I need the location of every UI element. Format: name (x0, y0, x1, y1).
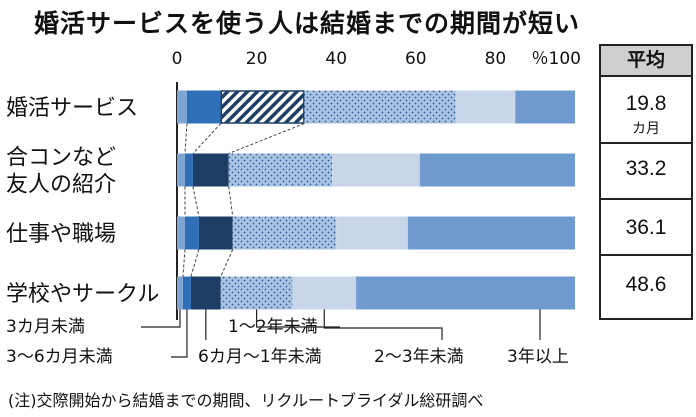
bar-segment (177, 90, 187, 124)
category-label: 仕事や職場 (6, 222, 116, 247)
connector-line (220, 249, 234, 277)
category-label: 友人の紹介 (6, 173, 116, 198)
bar-segment (184, 153, 193, 187)
average-value-4: 48.6 (625, 273, 667, 296)
bar-segment (177, 153, 185, 187)
bar-segment (177, 216, 185, 250)
footnote: (注)交際開始から結婚までの期間、リクルートブライダル総研調べ (8, 391, 484, 410)
legend-leader-line (323, 309, 443, 340)
bar-segment (292, 276, 357, 310)
bar-segment (220, 90, 305, 124)
bar-segment (190, 276, 221, 310)
connector-line (228, 123, 305, 154)
category-label: 婚活サービス (6, 96, 138, 121)
connector-line (190, 249, 200, 277)
legend-leader-line (141, 309, 181, 328)
bar-segment (455, 90, 516, 124)
average-header: 平均 (601, 46, 691, 77)
bar-segment (177, 276, 183, 310)
average-unit: カ月 (632, 121, 660, 137)
bar-segment (184, 216, 199, 250)
average-value-3: 36.1 (625, 216, 667, 239)
bar-segment (356, 276, 575, 310)
connector-line (192, 186, 200, 217)
bar-segment (182, 276, 191, 310)
average-value-1: 19.8 (625, 92, 667, 115)
chart-title: 婚活サービスを使う人は結婚までの期間が短い (34, 9, 581, 38)
legend-label: 2～3年未満 (374, 347, 464, 367)
bar-segment (336, 216, 408, 250)
connector-line (228, 186, 234, 217)
x-tick-label: 40 (325, 49, 347, 69)
bar-segment (186, 90, 221, 124)
x-tick-label: 0 (172, 49, 183, 69)
average-value-2: 33.2 (625, 157, 667, 180)
x-tick-label: 20 (246, 49, 268, 69)
bar-segment (332, 153, 420, 187)
legend-label: 6カ月～1年未満 (198, 347, 322, 367)
average-divider (601, 198, 691, 200)
connector-line (182, 249, 186, 277)
bar-segment (304, 90, 456, 124)
legend-label: 3年以上 (507, 347, 569, 367)
bar-segment (220, 276, 293, 310)
connector-line (184, 123, 188, 154)
x-tick-label: ％100 (532, 49, 581, 69)
average-divider (601, 142, 691, 144)
category-label: 合コンなど (6, 146, 116, 171)
connector-line (192, 123, 222, 154)
x-tick-label: 80 (485, 49, 507, 69)
legend-label: 3カ月未満 (6, 317, 85, 337)
bar-segment (407, 216, 575, 250)
bar-segment (232, 216, 337, 250)
x-tick-label: 60 (405, 49, 427, 69)
legend-label: 3～6カ月未満 (6, 347, 113, 367)
bar-segment (228, 153, 333, 187)
average-table: 平均 19.8 カ月 33.2 36.1 48.6 (599, 44, 693, 320)
legend-leader-line (171, 309, 188, 358)
average-divider (601, 254, 691, 256)
category-label: 学校やサークル (6, 282, 159, 307)
bar-segment (419, 153, 575, 187)
bar-segment (192, 153, 229, 187)
bar-segment-outline (220, 90, 305, 124)
bar-segment (198, 216, 233, 250)
bar-segment (515, 90, 575, 124)
legend-leader-line (256, 309, 340, 328)
